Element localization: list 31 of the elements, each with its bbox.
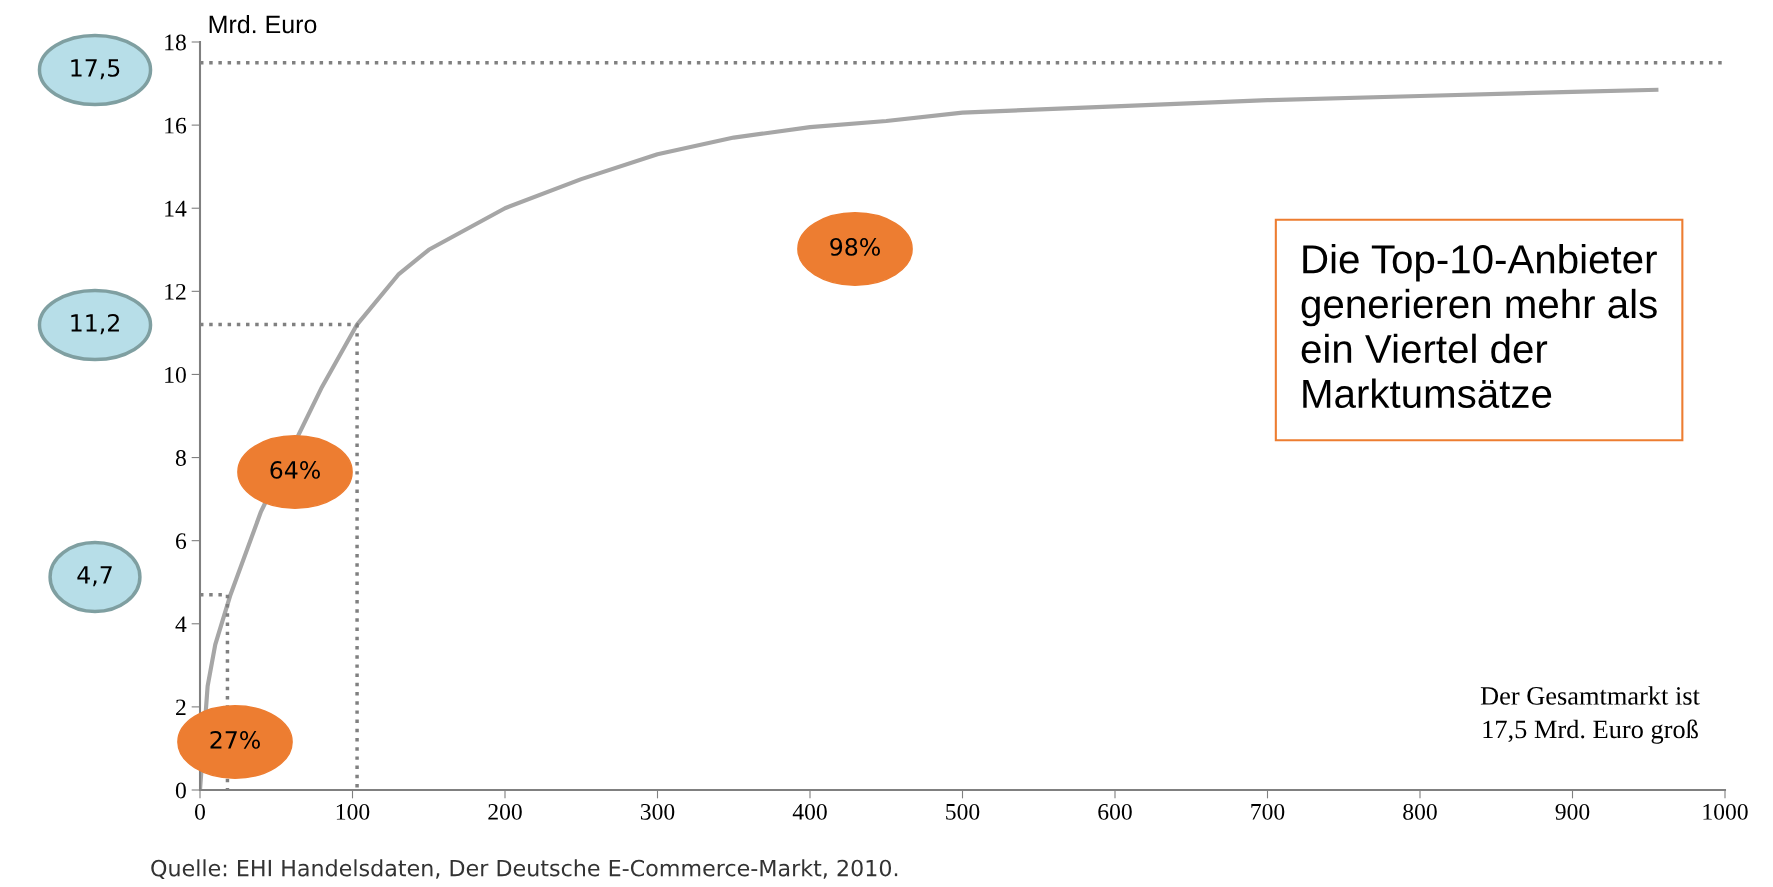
text: 17,5 — [71, 59, 120, 80]
y-tick-label: 14 — [165, 200, 187, 217]
source-note: Quelle: EHI Handelsdaten, Der Deutsche E-Commerce-Markt, 2010. — [151, 859, 898, 879]
y-tick-label: 4 — [175, 616, 187, 632]
text: 11,2 — [71, 313, 119, 335]
y-tick-label: 12 — [165, 283, 186, 300]
x-tick-label: 800 — [1403, 803, 1437, 820]
annotation: 27% — [210, 730, 260, 749]
x-tick-label: 400 — [792, 803, 827, 820]
y-tick-label: 16 — [165, 117, 187, 134]
y-tick-label: 8 — [175, 450, 186, 466]
y-tick-label: 18 — [165, 34, 186, 51]
y-axis-title: Mrd. Euro — [209, 14, 317, 34]
x-tick-label: 200 — [488, 803, 522, 820]
x-tick-label: 900 — [1555, 803, 1590, 820]
x-tick-label: 700 — [1251, 803, 1285, 820]
x-tick-label: 600 — [1098, 803, 1132, 820]
annotation: 98% — [830, 237, 880, 256]
y-tick-label: 6 — [176, 533, 187, 550]
annotation: Der Gesamtmarkt ist 17,5 Mrd. Euro groß — [1480, 686, 1700, 744]
y-tick-label: 0 — [175, 782, 186, 799]
y-tick-label: 10 — [165, 366, 186, 383]
annotation: Die Top-10-Anbieter generieren mehr als ein Viertel der Marktumsätze — [1301, 243, 1657, 409]
x-tick-label: 300 — [640, 803, 675, 820]
x-tick-label: 1000 — [1703, 803, 1748, 820]
text: 4,7 — [77, 566, 112, 587]
x-tick-label: 500 — [946, 803, 980, 820]
x-tick-label: 100 — [336, 803, 370, 820]
annotation: 64% — [270, 460, 320, 479]
x-tick-label: 0 — [195, 803, 205, 820]
y-tick-label: 2 — [176, 699, 186, 716]
